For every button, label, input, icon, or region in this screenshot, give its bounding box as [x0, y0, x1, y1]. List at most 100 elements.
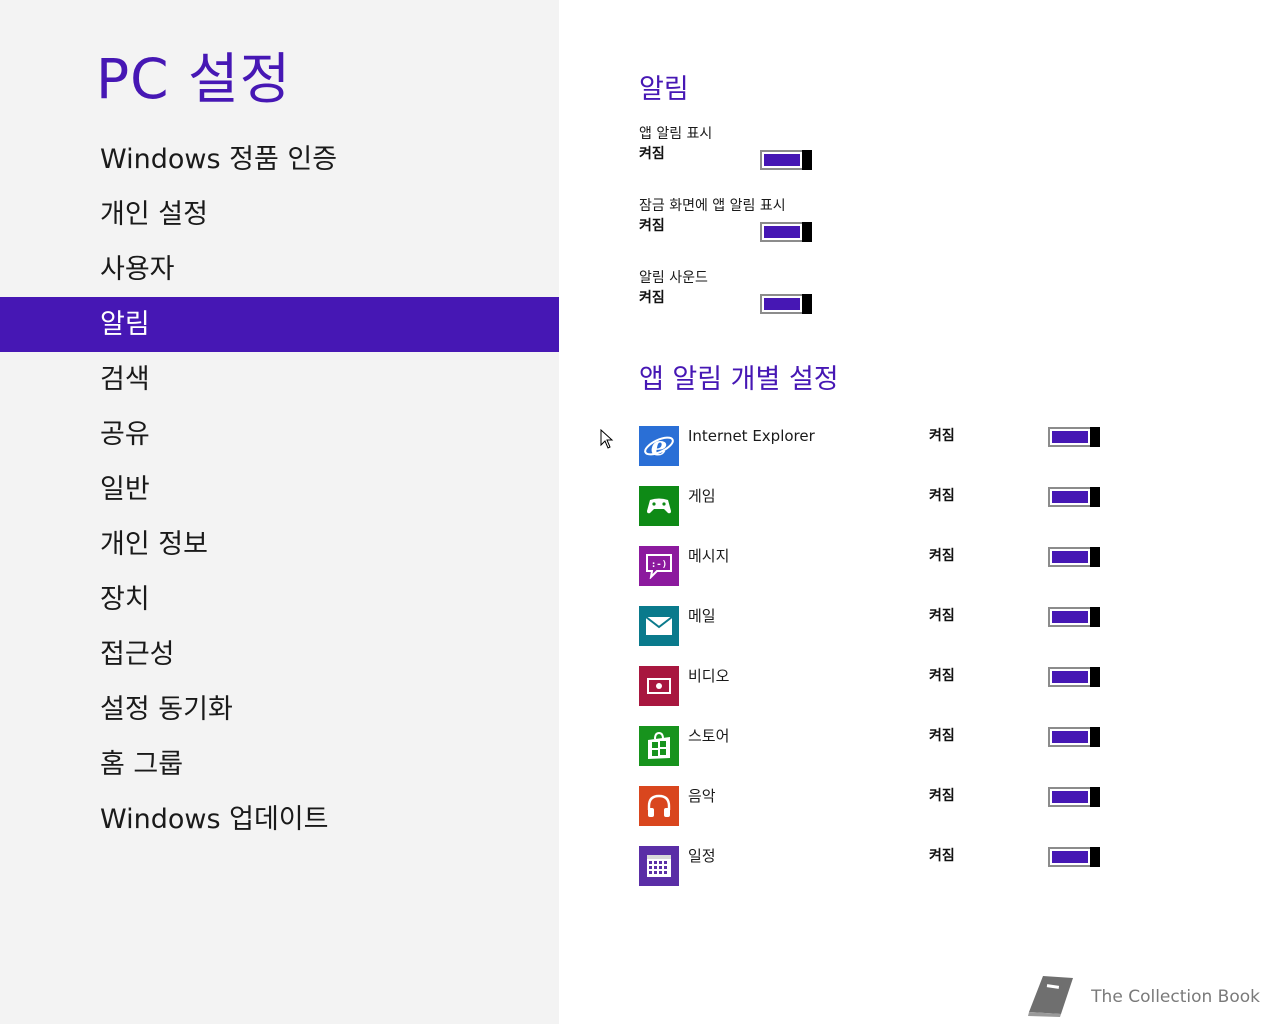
toggle-fill: [1052, 551, 1088, 563]
store-icon: [639, 726, 679, 766]
toggle-thumb[interactable]: [1090, 487, 1100, 507]
sidebar-item-windows-update[interactable]: Windows 업데이트: [100, 804, 329, 835]
toggle-thumb[interactable]: [1090, 727, 1100, 747]
app-name: 일정: [688, 847, 716, 865]
mail-icon: [639, 606, 679, 646]
messaging-icon: :-): [639, 546, 679, 586]
games-icon: [639, 486, 679, 526]
toggle-thumb[interactable]: [802, 294, 812, 314]
sidebar-item-search[interactable]: 검색: [100, 364, 150, 395]
lock-screen-notifications-toggle[interactable]: [760, 222, 812, 242]
internet-explorer-toggle[interactable]: [1048, 427, 1100, 447]
app-name: Internet Explorer: [688, 427, 815, 445]
app-name: 메시지: [688, 547, 730, 565]
sidebar-item-users[interactable]: 사용자: [100, 254, 175, 285]
sidebar-item-notifications[interactable]: 알림: [0, 297, 559, 352]
toggle-fill: [764, 154, 800, 166]
internet-explorer-icon: e: [639, 426, 679, 466]
app-state: 켜짐: [929, 548, 955, 564]
sidebar-item-devices[interactable]: 장치: [100, 584, 150, 615]
toggle-thumb[interactable]: [1090, 787, 1100, 807]
app-row-games: 게임 켜짐: [639, 486, 1199, 526]
sidebar: PC 설정 Windows 정품 인증 개인 설정 사용자 알림 검색 공유 일…: [0, 0, 559, 1024]
setting-notification-sounds: 알림 사운드 켜짐: [639, 269, 839, 314]
app-state: 켜짐: [929, 608, 955, 624]
sidebar-item-share[interactable]: 공유: [100, 419, 150, 450]
sidebar-item-privacy[interactable]: 개인 정보: [100, 529, 208, 560]
toggle-fill: [764, 298, 800, 310]
toggle-thumb[interactable]: [1090, 547, 1100, 567]
toggle-fill: [1052, 611, 1088, 623]
setting-state: 켜짐: [639, 218, 665, 234]
watermark: The Collection Book: [1023, 972, 1260, 1022]
sidebar-item-ease-of-access[interactable]: 접근성: [100, 639, 175, 670]
setting-lock-screen-notifications: 잠금 화면에 앱 알림 표시 켜짐: [639, 197, 839, 242]
music-toggle[interactable]: [1048, 787, 1100, 807]
toggle-fill: [1052, 671, 1088, 683]
app-state: 켜짐: [929, 728, 955, 744]
toggle-fill: [1052, 731, 1088, 743]
toggle-fill: [764, 226, 800, 238]
toggle-fill: [1052, 791, 1088, 803]
toggle-thumb[interactable]: [1090, 607, 1100, 627]
toggle-thumb[interactable]: [802, 150, 812, 170]
setting-state: 켜짐: [639, 146, 665, 162]
sidebar-item-activate-windows[interactable]: Windows 정품 인증: [100, 144, 338, 175]
mail-toggle[interactable]: [1048, 607, 1100, 627]
toggle-thumb[interactable]: [1090, 667, 1100, 687]
app-row-internet-explorer: e Internet Explorer 켜짐: [639, 426, 1199, 466]
app-name: 음악: [688, 787, 716, 805]
app-row-mail: 메일 켜짐: [639, 606, 1199, 646]
app-row-music: 음악 켜짐: [639, 786, 1199, 826]
toggle-thumb[interactable]: [1090, 427, 1100, 447]
mouse-cursor-icon: [600, 428, 614, 453]
sidebar-item-homegroup[interactable]: 홈 그룹: [100, 749, 184, 780]
toggle-thumb[interactable]: [1090, 847, 1100, 867]
show-app-notifications-toggle[interactable]: [760, 150, 812, 170]
toggle-fill: [1052, 851, 1088, 863]
video-icon: [639, 666, 679, 706]
app-name: 게임: [688, 487, 716, 505]
app-row-video: 비디오 켜짐: [639, 666, 1199, 706]
games-toggle[interactable]: [1048, 487, 1100, 507]
setting-label: 알림 사운드: [639, 270, 708, 286]
sidebar-nav: Windows 정품 인증 개인 설정 사용자 알림 검색 공유 일반 개인 정…: [0, 132, 559, 847]
svg-text:e: e: [651, 432, 668, 462]
app-state: 켜짐: [929, 668, 955, 684]
toggle-fill: [1052, 491, 1088, 503]
app-row-store: 스토어 켜짐: [639, 726, 1199, 766]
app-name: 메일: [688, 607, 716, 625]
app-name: 스토어: [688, 727, 730, 745]
setting-label: 앱 알림 표시: [639, 126, 713, 142]
app-state: 켜짐: [929, 488, 955, 504]
app-state: 켜짐: [929, 848, 955, 864]
setting-state: 켜짐: [639, 290, 665, 306]
app-row-calendar: 일정 켜짐: [639, 846, 1199, 886]
page-title: PC 설정: [96, 47, 292, 111]
sidebar-item-personalize[interactable]: 개인 설정: [100, 199, 208, 230]
app-state: 켜짐: [929, 428, 955, 444]
notification-sounds-toggle[interactable]: [760, 294, 812, 314]
toggle-thumb[interactable]: [802, 222, 812, 242]
per-app-heading: 앱 알림 개별 설정: [639, 364, 839, 395]
calendar-toggle[interactable]: [1048, 847, 1100, 867]
setting-label: 잠금 화면에 앱 알림 표시: [639, 198, 786, 214]
settings-content: 알림 앱 알림 표시 켜짐 잠금 화면에 앱 알림 표시 켜짐 알림 사운드 켜…: [559, 0, 1280, 1024]
app-row-messaging: :-) 메시지 켜짐: [639, 546, 1199, 586]
book-logo-icon: [1023, 972, 1077, 1022]
toggle-fill: [1052, 431, 1088, 443]
svg-text::-): :-): [651, 560, 667, 570]
messaging-toggle[interactable]: [1048, 547, 1100, 567]
watermark-text: The Collection Book: [1091, 987, 1260, 1007]
video-toggle[interactable]: [1048, 667, 1100, 687]
store-toggle[interactable]: [1048, 727, 1100, 747]
sidebar-item-general[interactable]: 일반: [100, 474, 150, 505]
calendar-icon: [639, 846, 679, 886]
setting-show-app-notifications: 앱 알림 표시 켜짐: [639, 125, 839, 170]
notifications-heading: 알림: [639, 74, 689, 105]
music-icon: [639, 786, 679, 826]
app-state: 켜짐: [929, 788, 955, 804]
app-name: 비디오: [688, 667, 730, 685]
sidebar-item-sync-settings[interactable]: 설정 동기화: [100, 694, 233, 725]
